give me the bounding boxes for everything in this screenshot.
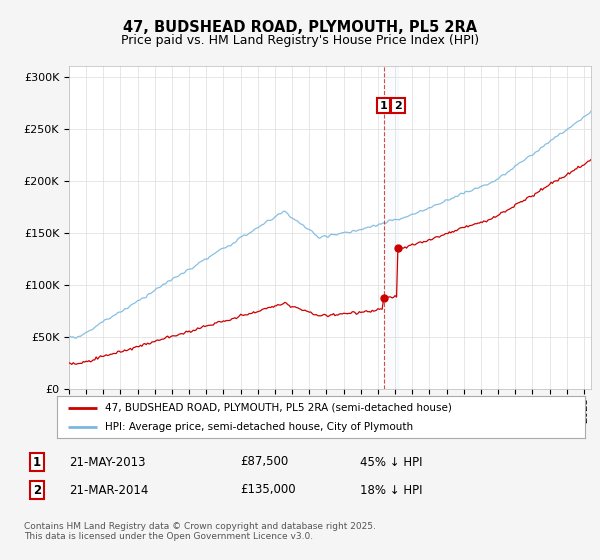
Text: 1: 1 — [33, 455, 41, 469]
Text: 47, BUDSHEAD ROAD, PLYMOUTH, PL5 2RA: 47, BUDSHEAD ROAD, PLYMOUTH, PL5 2RA — [123, 20, 477, 35]
Text: Contains HM Land Registry data © Crown copyright and database right 2025.
This d: Contains HM Land Registry data © Crown c… — [24, 522, 376, 542]
Text: 2: 2 — [33, 483, 41, 497]
Text: Price paid vs. HM Land Registry's House Price Index (HPI): Price paid vs. HM Land Registry's House … — [121, 34, 479, 46]
Text: 47, BUDSHEAD ROAD, PLYMOUTH, PL5 2RA (semi-detached house): 47, BUDSHEAD ROAD, PLYMOUTH, PL5 2RA (se… — [104, 403, 451, 413]
Text: 21-MAY-2013: 21-MAY-2013 — [69, 455, 146, 469]
Bar — [383, 66, 398, 389]
Text: 45% ↓ HPI: 45% ↓ HPI — [360, 455, 422, 469]
Text: £87,500: £87,500 — [240, 455, 288, 469]
Text: 2: 2 — [394, 101, 402, 111]
Text: 21-MAR-2014: 21-MAR-2014 — [69, 483, 148, 497]
Text: 18% ↓ HPI: 18% ↓ HPI — [360, 483, 422, 497]
Text: HPI: Average price, semi-detached house, City of Plymouth: HPI: Average price, semi-detached house,… — [104, 422, 413, 432]
Text: £135,000: £135,000 — [240, 483, 296, 497]
Text: 1: 1 — [380, 101, 388, 111]
